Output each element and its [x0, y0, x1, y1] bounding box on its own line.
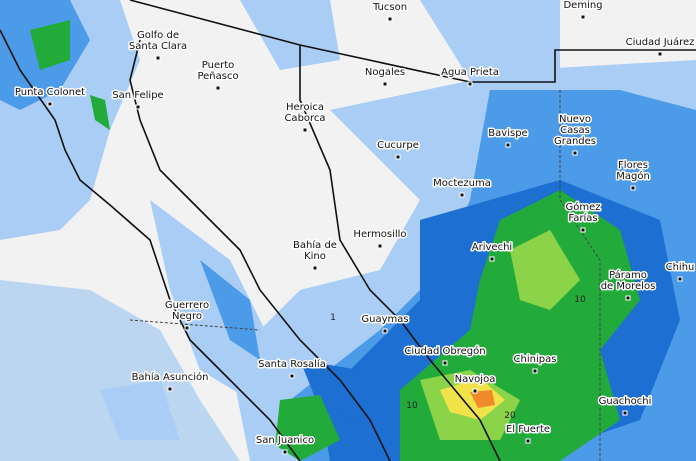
place-marker — [289, 373, 295, 379]
place-label: Páramo — [609, 269, 647, 281]
place-label: San Juanico — [256, 435, 314, 446]
place-label: Arivechi — [472, 242, 512, 253]
place-marker — [622, 410, 628, 416]
place-marker — [312, 265, 318, 271]
ocean — [0, 280, 240, 461]
place-label: Peñasco — [197, 71, 238, 82]
place-label: Santa Rosalía — [258, 358, 326, 370]
place-marker — [657, 51, 663, 57]
state-borders — [129, 90, 601, 461]
place-label: Santa Clara — [129, 41, 187, 52]
place-label: Heroica — [286, 102, 324, 113]
place-label: Guachochi — [599, 396, 652, 407]
place-label: Magón — [616, 170, 650, 182]
place-label: Nuevo — [559, 114, 591, 125]
place-label: Farías — [568, 212, 597, 224]
place-marker — [489, 256, 495, 262]
place-marker — [395, 154, 401, 160]
place-label: Negro — [172, 311, 202, 322]
place-label: Agua Prieta — [441, 67, 499, 78]
place-label: Gómez — [565, 201, 600, 213]
place-label: Chihu — [666, 262, 695, 273]
place-marker — [302, 127, 308, 133]
place-marker — [625, 295, 631, 301]
place-marker — [184, 325, 190, 331]
place-label: Hermosillo — [353, 229, 406, 240]
place-label: de Morelos — [601, 281, 656, 292]
place-label: Kino — [304, 251, 326, 262]
contour-label: 1 — [330, 313, 336, 323]
place-label: Ciudad Obregón — [404, 345, 485, 357]
place-label: Ciudad Juárez — [626, 36, 695, 48]
place-label: Moctezuma — [433, 178, 491, 189]
place-label: Flores — [618, 160, 648, 171]
place-label: Bavispe — [488, 128, 527, 139]
place-marker — [282, 449, 288, 455]
place-marker — [630, 185, 636, 191]
place-label: Nogales — [365, 67, 405, 78]
place-label: Deming — [563, 0, 602, 11]
place-label: Chinipas — [514, 354, 557, 365]
place-marker — [135, 104, 141, 110]
place-marker — [580, 14, 586, 20]
place-label: Guaymas — [361, 314, 408, 325]
place-marker — [532, 368, 538, 374]
place-label: Cucurpe — [377, 140, 419, 151]
place-marker — [677, 276, 683, 282]
place-label: Golfo de — [137, 30, 179, 41]
place-label: Navojoa — [455, 374, 496, 385]
place-label: Bahía Asunción — [132, 371, 209, 383]
place-marker — [459, 192, 465, 198]
place-label: Tucson — [372, 2, 407, 13]
place-label: Puerto — [202, 60, 235, 71]
contour-label: 10 — [406, 401, 418, 411]
place-marker — [472, 388, 478, 394]
place-label: Caborca — [284, 113, 325, 124]
place-marker — [525, 438, 531, 444]
place-marker — [382, 328, 388, 334]
place-label: Punta Colonet — [15, 87, 85, 98]
place-marker — [155, 55, 161, 61]
place-marker — [382, 81, 388, 87]
place-label: San Felipe — [112, 90, 163, 101]
contour-label: 20 — [504, 411, 516, 421]
place-marker — [47, 101, 53, 107]
place-marker — [377, 243, 383, 249]
place-label: Bahía de — [293, 239, 337, 251]
place-label: El Fuerte — [506, 424, 550, 435]
place-label: Guerrero — [165, 300, 209, 311]
place-marker — [580, 227, 586, 233]
place-marker — [505, 142, 511, 148]
place-label: Grandes — [554, 136, 596, 147]
place-marker — [467, 81, 473, 87]
place-marker — [387, 16, 393, 22]
place-label: Casas — [560, 125, 590, 136]
place-marker — [572, 150, 578, 156]
place-marker — [442, 360, 448, 366]
place-marker — [215, 85, 221, 91]
contour-label: 10 — [574, 295, 586, 305]
precip-yellow — [440, 378, 505, 420]
precip-orange — [470, 390, 495, 408]
place-marker — [167, 386, 173, 392]
